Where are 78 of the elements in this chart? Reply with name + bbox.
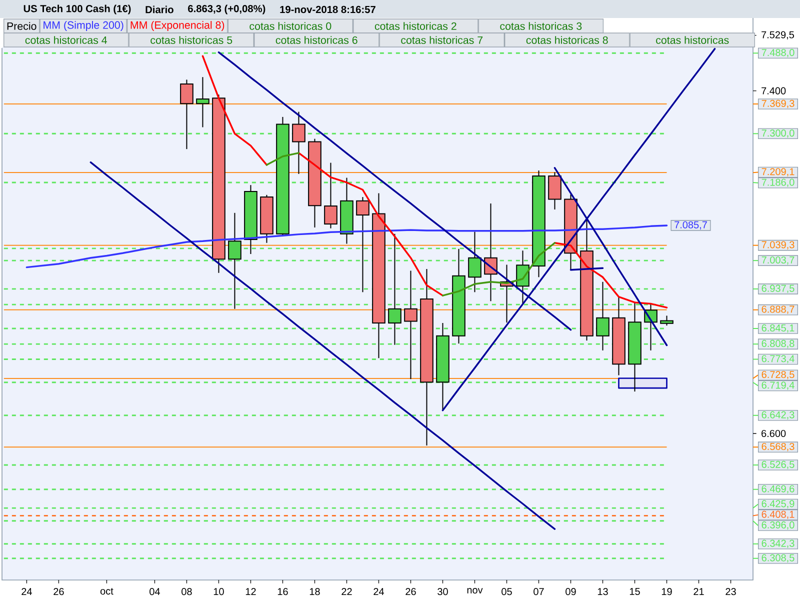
ref-line-label: 7.369,3 (762, 100, 794, 108)
y-tick-label: 7.400 (762, 87, 786, 94)
ref-line-label: 6.342,3 (762, 540, 794, 548)
x-tick-label: 12 (246, 588, 256, 596)
x-tick-label: oct (100, 588, 114, 595)
y-tick-label: 6.600 (762, 430, 786, 438)
candlestick (356, 196, 370, 293)
ref-line-label: 7.039,3 (762, 241, 794, 250)
x-tick-label: 24 (22, 588, 32, 596)
text: 19-nov-2018 8:16:57 (280, 6, 376, 14)
ref-line-label: 6.568,3 (762, 442, 794, 452)
x-tick-label: 16 (278, 588, 288, 596)
chart-title: US Tech 100 Cash (1€) (24, 4, 131, 14)
x-tick-label: 13 (598, 588, 608, 596)
annotation: cotas historicas 7 (401, 36, 483, 44)
ref-line-label: 7.488,0 (762, 48, 794, 58)
x-tick-label: 23 (726, 588, 736, 596)
x-tick-label: 19 (662, 588, 672, 596)
ref-line-label: 7.003,7 (762, 256, 794, 265)
candlestick (596, 281, 610, 351)
candlestick (180, 79, 194, 150)
ref-line-label: 6.888,7 (762, 306, 794, 314)
annotation: cotas historicas 8 (526, 36, 608, 44)
ref-line-label: 6.845,1 (762, 324, 794, 333)
candlestick (404, 270, 418, 380)
x-tick-label: 26 (54, 588, 64, 596)
x-tick-label: 09 (566, 588, 576, 596)
x-tick-label: 15 (630, 588, 640, 596)
x-tick-label: 26 (406, 588, 416, 596)
ref-line-label: 6.719,4 (762, 382, 794, 390)
candlestick (228, 212, 242, 310)
ref-line-label: 6.469,6 (762, 485, 794, 494)
chart-subtitle: Diario (146, 6, 174, 14)
candlestick (388, 233, 402, 346)
ref-line-label: 6.773,4 (762, 355, 794, 364)
text: Precio (7, 22, 36, 30)
ref-line-label: 7.186,0 (762, 178, 794, 187)
x-tick-label: 21 (694, 588, 704, 596)
x-tick-label: 10 (214, 588, 224, 596)
ref-line-label: 6.396,0 (762, 521, 794, 530)
x-tick-label: 07 (534, 588, 544, 596)
candlestick (324, 162, 338, 229)
x-tick-label: nov (467, 588, 483, 594)
candlestick (292, 111, 306, 174)
ref-line-label: 6.526,5 (762, 460, 794, 470)
text: 6.863,3 (+0,08%) (188, 4, 266, 14)
text: MM (Exponencial 8) (130, 21, 224, 31)
x-tick-label: 24 (374, 588, 384, 596)
ref-line-label: 6.408,1 (762, 510, 794, 520)
annotation: cotas historicas 3 (500, 22, 582, 30)
x-tick-label: 18 (310, 588, 320, 596)
annotation: cotas historicas (656, 36, 729, 44)
ref-line-label: 6.642,3 (762, 411, 794, 420)
ref-line-label: 6.728,5 (762, 370, 794, 380)
ref-line-label: 6.937,5 (762, 284, 794, 294)
annotation: cotas historicas 6 (276, 36, 358, 44)
ref-line-label: 6.808,8 (762, 340, 794, 348)
x-tick-label: 30 (438, 588, 448, 596)
candlestick (468, 231, 482, 293)
data-label: 7.085,7 (674, 221, 707, 230)
candlestick (196, 76, 210, 128)
candlestick (516, 250, 530, 306)
candlestick (660, 315, 674, 326)
annotation: cotas historicas 2 (374, 22, 456, 30)
ref-line-label: 6.425,9 (762, 500, 794, 508)
candlestick (548, 172, 562, 210)
x-tick-label: 08 (182, 588, 192, 596)
ref-line-label: 7.300,0 (762, 130, 794, 138)
x-tick-label: 05 (502, 588, 512, 596)
annotation: cotas historicas 5 (150, 36, 232, 44)
annotation: cotas historicas 4 (25, 36, 108, 44)
annotation: cotas historicas 0 (250, 22, 332, 30)
ref-line-label: 6.308,5 (762, 554, 794, 562)
y-tick-label: 7.529,5 (762, 31, 794, 40)
x-tick-label: 22 (342, 588, 352, 596)
x-tick-label: 04 (150, 588, 160, 596)
text: MM (Simple 200) (44, 21, 124, 31)
ref-line-label: 7.209,1 (762, 168, 794, 176)
